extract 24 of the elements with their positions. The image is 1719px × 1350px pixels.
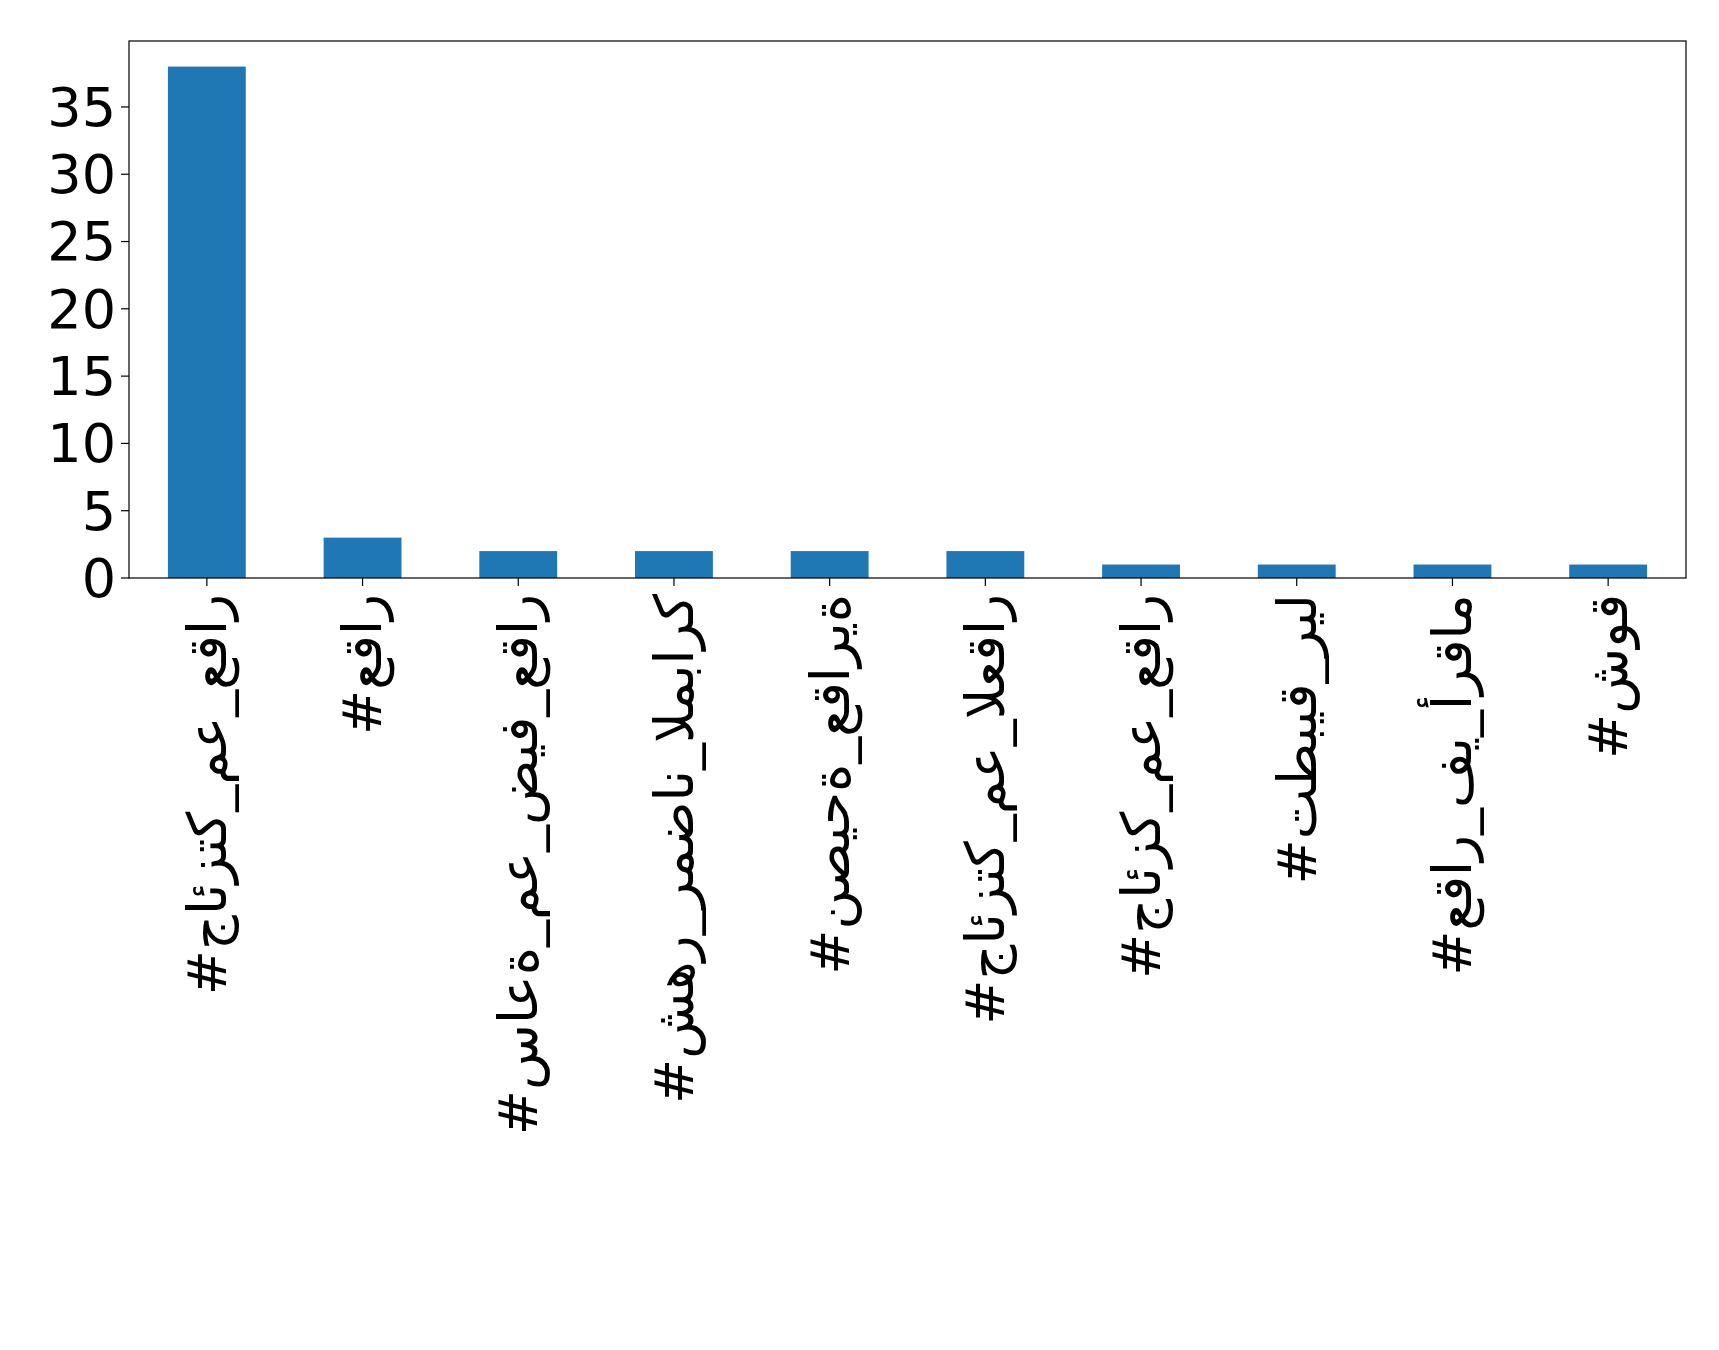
- y-tick-label: 30: [47, 143, 116, 207]
- x-tick-label: #جائزتك_مع_عقار: [175, 594, 240, 996]
- x-tick-label: #نصيحة_عقارية: [798, 594, 863, 975]
- bar: [167, 66, 246, 578]
- bar: [323, 537, 402, 578]
- x-tick-label: #شوق: [1577, 594, 1641, 759]
- bar: [790, 551, 869, 578]
- x-tick-label: #ساعة_مع_ضيف_عقار: [487, 594, 552, 1136]
- y-tick-label: 35: [47, 75, 116, 139]
- x-tick-label: #شهر_رمضان_المبارك: [642, 593, 706, 1104]
- y-tick-label: 10: [47, 412, 116, 476]
- y-tick-label: 0: [81, 546, 116, 610]
- bar: [635, 551, 713, 578]
- bar: [946, 551, 1025, 578]
- x-tick-label: #عقار: [331, 594, 396, 735]
- bar: [479, 551, 558, 578]
- y-tick-label: 5: [81, 479, 116, 543]
- x-tick-label: #تطبيق_ريل: [1265, 594, 1329, 885]
- y-tick-label: 20: [47, 277, 116, 341]
- y-tick-label: 25: [47, 210, 116, 274]
- x-tick-label: #جائزتك_مع_العقار: [954, 594, 1018, 1025]
- x-tick-label: #عقار_في_أرقام: [1417, 594, 1486, 976]
- y-tick-label: 15: [47, 345, 116, 409]
- x-tick-label: #جائزك_مع_عقار: [1109, 594, 1174, 979]
